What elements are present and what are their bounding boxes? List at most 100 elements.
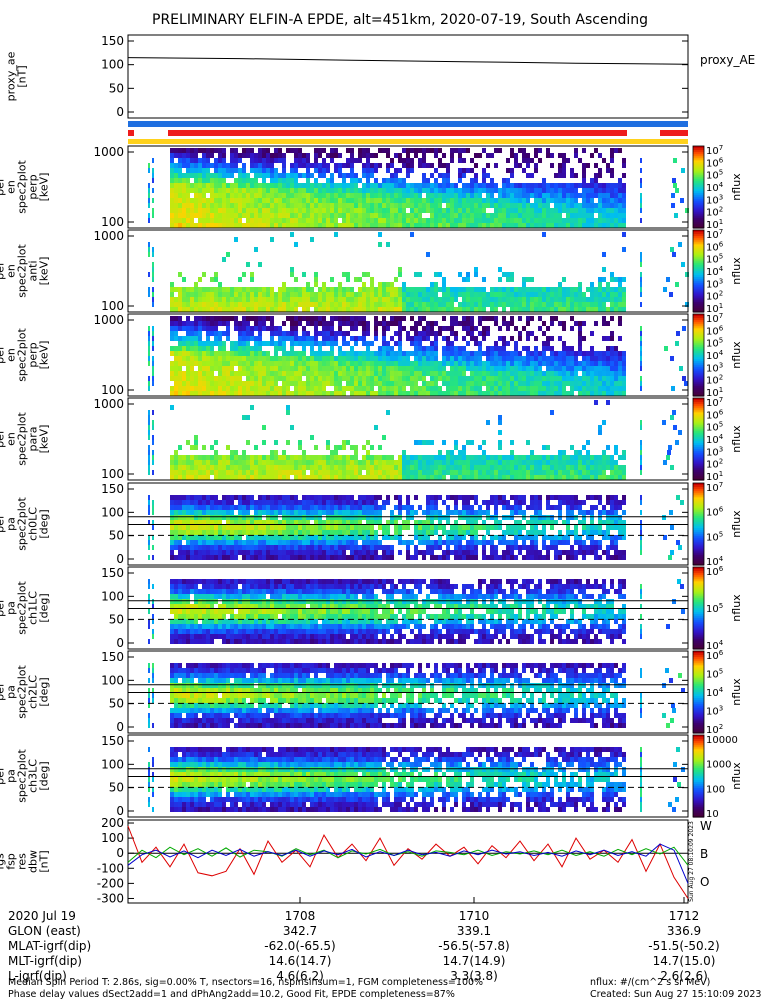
heatmap-cell (258, 495, 262, 500)
heatmap-cell (618, 223, 622, 228)
en_perp_2-colorbar-label: 107 (706, 312, 723, 325)
heatmap-cell (534, 208, 538, 213)
heatmap-cell (618, 183, 622, 188)
heatmap-cell (450, 158, 454, 163)
heatmap-cell (390, 218, 394, 223)
heatmap-cell (574, 475, 578, 480)
heatmap-cell (414, 331, 418, 336)
heatmap-cell (342, 366, 346, 371)
heatmap-cell (618, 321, 622, 326)
heatmap-cell (210, 326, 214, 331)
heatmap-cell (314, 455, 318, 460)
heatmap-cell (578, 346, 582, 351)
heatmap-cell (438, 203, 442, 208)
heatmap-cell (526, 321, 530, 326)
heatmap-cell (546, 193, 550, 198)
heatmap-cell (326, 188, 330, 193)
heatmap-cell (374, 208, 378, 213)
heatmap-cell (148, 460, 150, 465)
heatmap-cell (530, 302, 534, 307)
heatmap-cell (174, 188, 178, 193)
heatmap-cell (422, 336, 426, 341)
heatmap-cell (490, 188, 494, 193)
heatmap-cell (314, 148, 318, 153)
heatmap-cell (190, 505, 194, 510)
heatmap-cell (238, 550, 242, 555)
heatmap-cell (450, 307, 454, 312)
heatmap-cell (446, 213, 450, 218)
heatmap-cell (422, 346, 426, 351)
heatmap-cell (254, 302, 258, 307)
heatmap-cell (266, 158, 270, 163)
heatmap-cell (542, 292, 546, 297)
heatmap-cell (434, 475, 438, 480)
heatmap-cell (378, 381, 382, 386)
heatmap-cell (582, 163, 586, 168)
heatmap-cell (194, 440, 198, 445)
heatmap-cell (446, 183, 450, 188)
heatmap-cell (338, 297, 342, 302)
heatmap-cell (606, 223, 610, 228)
heatmap-cell (398, 198, 402, 203)
en_perp_2-colorbar-label: 105 (706, 337, 723, 350)
heatmap-cell (222, 510, 226, 515)
heatmap-cell (322, 148, 326, 153)
heatmap-cell (234, 326, 238, 331)
heatmap-cell (474, 173, 478, 178)
heatmap-cell (602, 252, 606, 257)
heatmap-cell (610, 173, 614, 178)
heatmap-cell (298, 223, 302, 228)
heatmap-cell (152, 455, 154, 460)
heatmap-cell (202, 470, 206, 475)
heatmap-cell (410, 371, 414, 376)
heatmap-cell (434, 331, 438, 336)
heatmap-cell (606, 282, 610, 287)
collection-bar-segment (128, 130, 134, 136)
heatmap-cell (510, 198, 514, 203)
heatmap-cell (681, 168, 685, 173)
heatmap-cell (290, 470, 294, 475)
heatmap-cell (474, 188, 478, 193)
heatmap-cell (330, 307, 334, 312)
heatmap-cell (226, 297, 230, 302)
heatmap-cell (450, 193, 454, 198)
heatmap-cell (610, 366, 614, 371)
heatmap-cell (478, 376, 482, 381)
heatmap-cell (442, 381, 446, 386)
heatmap-cell (286, 297, 290, 302)
en_anti-colorbar-cell (693, 242, 704, 245)
heatmap-cell (574, 371, 578, 376)
heatmap-cell (214, 351, 218, 356)
heatmap-cell (350, 292, 354, 297)
heatmap-cell (446, 346, 450, 351)
heatmap-cell (194, 381, 198, 386)
heatmap-cell (394, 366, 398, 371)
heatmap-cell (542, 203, 546, 208)
en_anti-colorbar-cell (693, 277, 704, 280)
heatmap-cell (374, 183, 378, 188)
heatmap-cell (362, 188, 366, 193)
heatmap-cell (338, 445, 342, 450)
heatmap-cell (430, 188, 434, 193)
heatmap-cell (338, 188, 342, 193)
heatmap-cell (298, 163, 302, 168)
heatmap-cell (490, 475, 494, 480)
heatmap-cell (486, 183, 490, 188)
heatmap-cell (246, 173, 250, 178)
heatmap-cell (586, 371, 590, 376)
heatmap-cell (406, 465, 410, 470)
heatmap-cell (258, 361, 262, 366)
heatmap-cell (222, 386, 226, 391)
heatmap-cell (354, 203, 358, 208)
heatmap-cell (270, 297, 274, 302)
heatmap-cell (390, 307, 394, 312)
heatmap-cell (434, 153, 438, 158)
heatmap-cell (602, 307, 606, 312)
heatmap-cell (458, 287, 462, 292)
heatmap-cell (306, 183, 310, 188)
heatmap-cell (362, 302, 366, 307)
heatmap-cell (152, 420, 154, 425)
heatmap-cell (374, 455, 378, 460)
heatmap-cell (390, 475, 394, 480)
heatmap-cell (230, 153, 234, 158)
